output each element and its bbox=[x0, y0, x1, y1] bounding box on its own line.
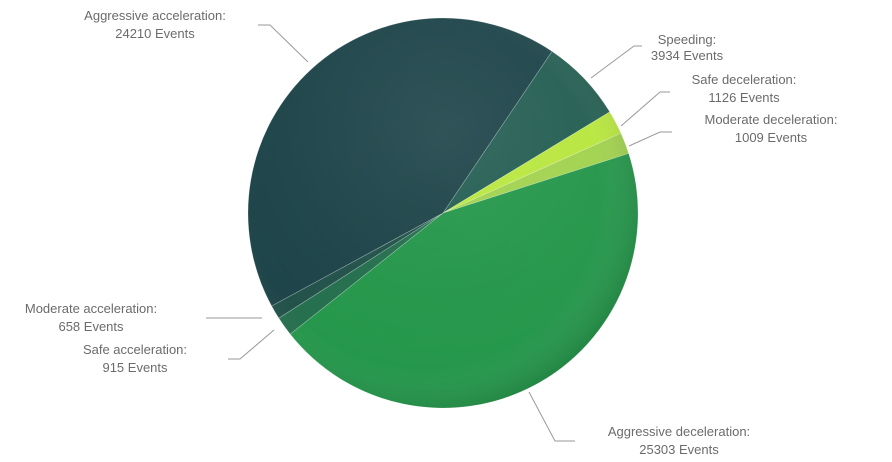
label-safe-deceleration-name: Safe deceleration: bbox=[692, 72, 797, 87]
label-moderate-deceleration-value: 1009 Events bbox=[735, 130, 808, 145]
label-aggressive-deceleration-name: Aggressive deceleration: bbox=[608, 424, 750, 439]
label-moderate-deceleration-name: Moderate deceleration: bbox=[705, 112, 838, 127]
label-safe-deceleration-value: 1126 Events bbox=[708, 90, 780, 105]
leader-line-aggressive-deceleration bbox=[528, 391, 575, 442]
label-aggressive-acceleration-value: 24210 Events bbox=[115, 26, 195, 41]
label-speeding-value: 3934 Events bbox=[651, 48, 724, 63]
leader-lines bbox=[206, 24, 672, 442]
label-moderate-acceleration-value: 658 Events bbox=[58, 319, 124, 334]
label-moderate-acceleration-name: Moderate acceleration: bbox=[25, 301, 157, 316]
label-safe-acceleration-value: 915 Events bbox=[102, 360, 168, 375]
leader-line-safe-deceleration bbox=[620, 91, 670, 127]
pie-gloss bbox=[248, 18, 638, 408]
label-aggressive-acceleration-name: Aggressive acceleration: bbox=[84, 8, 226, 23]
label-speeding-name: Speeding: bbox=[658, 32, 717, 47]
leader-line-aggressive-acceleration bbox=[258, 24, 309, 63]
label-aggressive-deceleration-value: 25303 Events bbox=[639, 442, 719, 457]
label-safe-acceleration-name: Safe acceleration: bbox=[83, 342, 187, 357]
leader-line-moderate-deceleration bbox=[628, 131, 672, 147]
leader-line-safe-acceleration bbox=[228, 329, 275, 360]
leader-line-speeding bbox=[590, 45, 642, 79]
slice-labels: Speeding: 3934 Events Safe deceleration:… bbox=[25, 8, 838, 457]
